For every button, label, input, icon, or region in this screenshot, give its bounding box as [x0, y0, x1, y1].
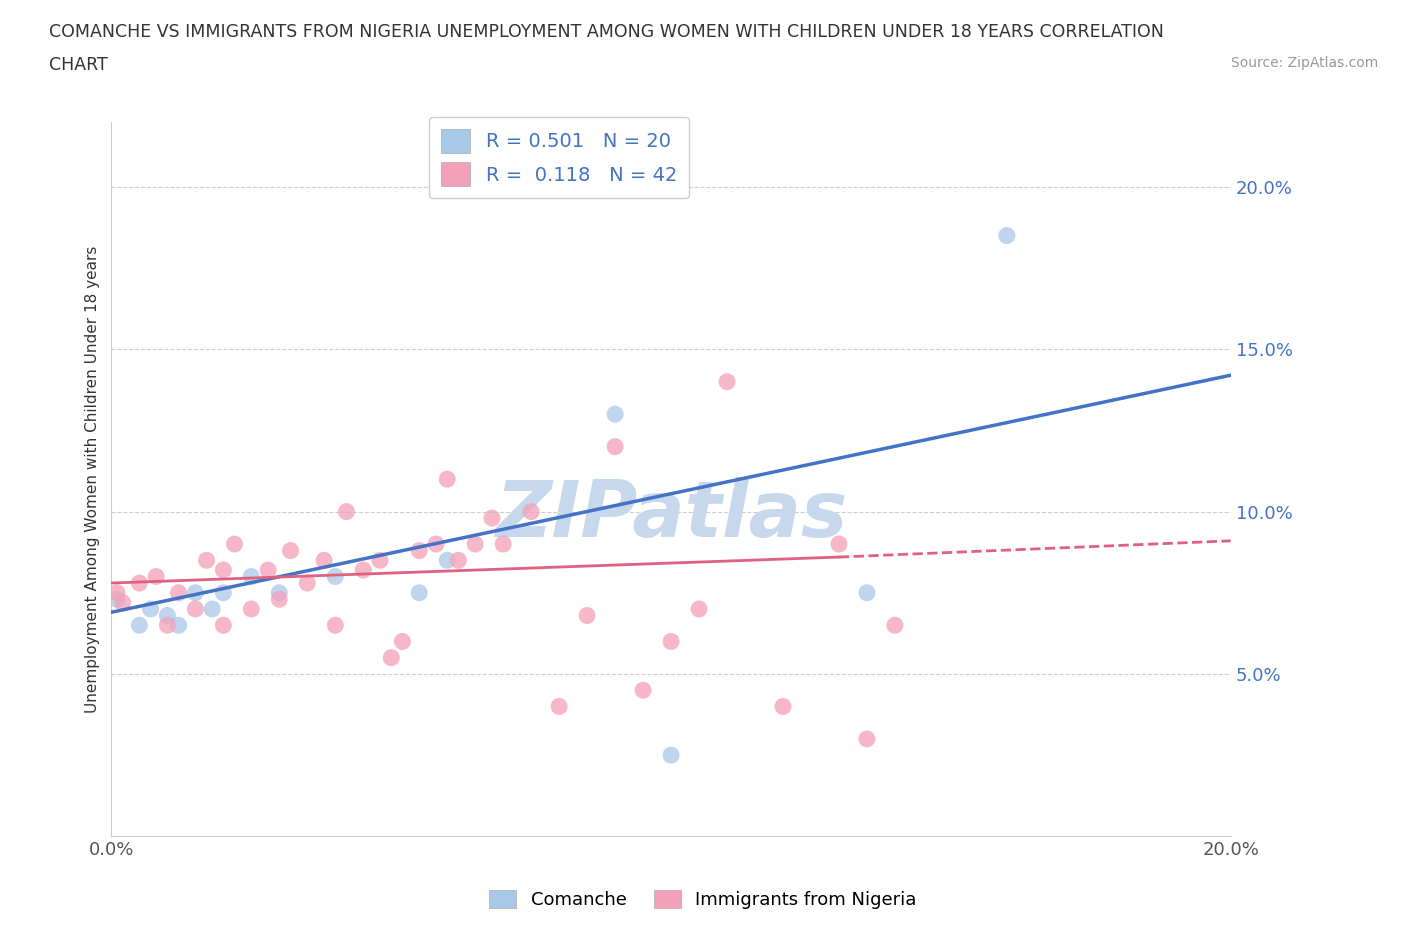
Text: CHART: CHART: [49, 56, 108, 73]
Point: [447, 552, 470, 567]
Point: [380, 650, 402, 665]
Text: COMANCHE VS IMMIGRANTS FROM NIGERIA UNEMPLOYMENT AMONG WOMEN WITH CHILDREN UNDER: COMANCHE VS IMMIGRANTS FROM NIGERIA UNEM…: [49, 23, 1164, 41]
Point: [269, 591, 291, 606]
Point: [603, 439, 626, 454]
Point: [128, 576, 150, 591]
Point: [128, 618, 150, 632]
Point: [167, 585, 190, 600]
Point: [856, 585, 879, 600]
Legend: R = 0.501   N = 20, R =  0.118   N = 42: R = 0.501 N = 20, R = 0.118 N = 42: [429, 117, 689, 198]
Point: [391, 634, 413, 649]
Point: [828, 537, 851, 551]
Point: [156, 618, 179, 632]
Point: [520, 504, 543, 519]
Point: [464, 537, 486, 551]
Point: [659, 748, 682, 763]
Point: [548, 699, 571, 714]
Legend: Comanche, Immigrants from Nigeria: Comanche, Immigrants from Nigeria: [482, 883, 924, 916]
Point: [436, 552, 458, 567]
Point: [105, 591, 128, 606]
Point: [212, 585, 235, 600]
Point: [240, 602, 263, 617]
Point: [105, 585, 128, 600]
Point: [212, 563, 235, 578]
Point: [111, 595, 134, 610]
Point: [323, 618, 346, 632]
Point: [856, 732, 879, 747]
Text: Source: ZipAtlas.com: Source: ZipAtlas.com: [1230, 56, 1378, 70]
Point: [240, 569, 263, 584]
Point: [184, 585, 207, 600]
Point: [603, 406, 626, 421]
Point: [716, 374, 738, 389]
Point: [195, 552, 218, 567]
Point: [436, 472, 458, 486]
Y-axis label: Unemployment Among Women with Children Under 18 years: Unemployment Among Women with Children U…: [86, 246, 100, 712]
Point: [156, 608, 179, 623]
Point: [257, 563, 280, 578]
Point: [297, 576, 319, 591]
Point: [688, 602, 710, 617]
Point: [167, 618, 190, 632]
Text: ZIPatlas: ZIPatlas: [495, 477, 848, 552]
Point: [408, 543, 430, 558]
Point: [576, 608, 599, 623]
Point: [659, 634, 682, 649]
Point: [312, 552, 335, 567]
Point: [995, 228, 1018, 243]
Point: [201, 602, 224, 617]
Point: [492, 537, 515, 551]
Point: [224, 537, 246, 551]
Point: [139, 602, 162, 617]
Point: [481, 511, 503, 525]
Point: [323, 569, 346, 584]
Point: [184, 602, 207, 617]
Point: [368, 552, 391, 567]
Point: [425, 537, 447, 551]
Point: [408, 585, 430, 600]
Point: [772, 699, 794, 714]
Point: [145, 569, 167, 584]
Point: [280, 543, 302, 558]
Point: [352, 563, 374, 578]
Point: [212, 618, 235, 632]
Point: [884, 618, 907, 632]
Point: [631, 683, 654, 698]
Point: [269, 585, 291, 600]
Point: [335, 504, 357, 519]
